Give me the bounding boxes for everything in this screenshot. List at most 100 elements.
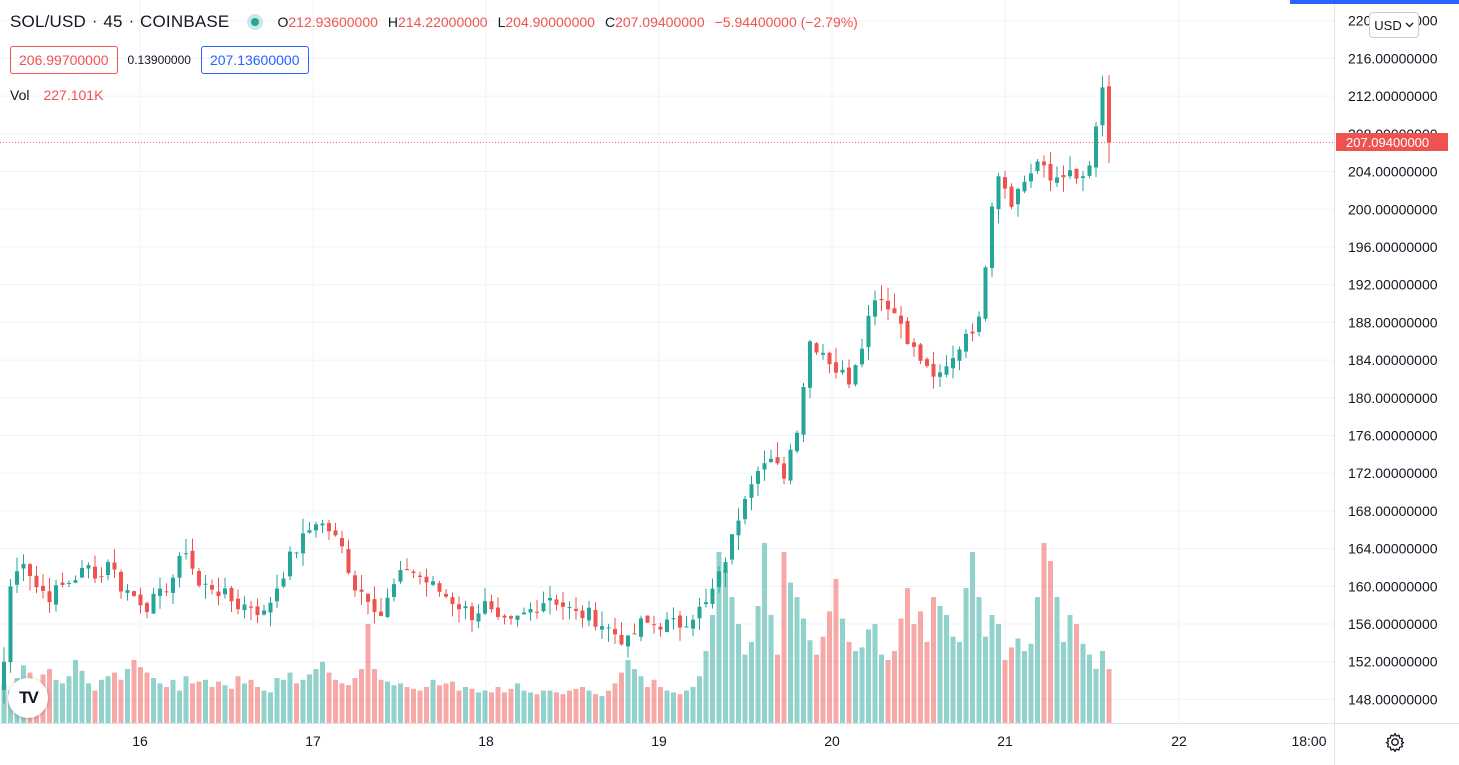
- volume-bar: [261, 690, 267, 723]
- time-tick-label: 16: [132, 733, 148, 749]
- volume-bar: [827, 611, 832, 723]
- ohlc-close: C207.09400000: [604, 14, 705, 30]
- ohlc-low: L204.90000000: [497, 14, 595, 30]
- volume-bar: [118, 679, 124, 723]
- volume-bar: [1080, 643, 1086, 723]
- symbol-legend: SOL/USD · 45 · COINBASE O212.93600000 H2…: [10, 12, 858, 32]
- candle-body: [574, 608, 578, 612]
- volume-bar: [469, 688, 475, 723]
- volume-bar: [508, 688, 514, 723]
- candle-body: [372, 599, 377, 612]
- volume-bar: [599, 696, 605, 723]
- volume-bar: [853, 651, 858, 723]
- candle-body: [808, 341, 812, 388]
- candle-body: [437, 583, 442, 592]
- volume-bar: [664, 690, 670, 723]
- time-axis[interactable]: 16 17 18 19 20 21 22 18:00: [132, 733, 1327, 749]
- candle-body: [782, 463, 786, 479]
- time-tick-label: 21: [997, 733, 1013, 749]
- candle-body: [769, 458, 773, 463]
- time-tick-label: 22: [1171, 733, 1187, 749]
- candle-body: [665, 619, 669, 632]
- market-status-icon[interactable]: [247, 14, 264, 30]
- candle-body: [73, 580, 78, 583]
- buy-button[interactable]: 207.13600000: [200, 46, 309, 74]
- volume-bar: [762, 543, 767, 723]
- volume-bar: [268, 692, 273, 723]
- price-axis[interactable]: 148.00000000 152.00000000 156.00000000 160.…: [1348, 13, 1438, 708]
- volume-bar: [645, 687, 650, 723]
- candle-body: [567, 607, 572, 609]
- gear-icon[interactable]: [1381, 728, 1409, 756]
- volume-bar: [229, 688, 234, 723]
- candle-body: [223, 588, 227, 595]
- volume-bar: [112, 672, 117, 723]
- ohlc-high: H214.22000000: [387, 14, 488, 30]
- volume-bar: [872, 624, 878, 723]
- candle-body: [392, 584, 396, 597]
- volume-bar: [307, 674, 312, 723]
- price-tick-label: 172.00000000: [1348, 465, 1438, 481]
- candle-body: [197, 571, 201, 586]
- candle-body: [821, 352, 825, 355]
- volume-label[interactable]: Vol: [10, 87, 30, 103]
- volume-bar: [333, 679, 338, 723]
- candle-body: [788, 449, 793, 481]
- candle-body: [944, 366, 949, 375]
- grid: [0, 0, 1334, 723]
- sell-button[interactable]: 206.99700000: [10, 46, 118, 74]
- symbol-name[interactable]: SOL/USD: [10, 12, 87, 31]
- candle-body: [1100, 87, 1105, 126]
- candle-body: [41, 585, 45, 591]
- volume-bar: [658, 687, 663, 723]
- volume-bar: [73, 660, 78, 723]
- candle-body: [931, 363, 936, 377]
- candle-body: [320, 523, 325, 526]
- currency-select[interactable]: USD: [1369, 12, 1419, 38]
- candle-body: [795, 432, 799, 452]
- volume-bar: [450, 681, 455, 723]
- volume-bar: [131, 660, 137, 723]
- volume-bar: [385, 681, 390, 723]
- candle-body: [814, 343, 819, 353]
- volume-bar: [53, 679, 59, 723]
- volume-bar: [476, 692, 481, 723]
- candle-body: [619, 634, 624, 645]
- tradingview-logo-icon[interactable]: TV: [8, 678, 48, 718]
- candle-body: [983, 267, 988, 319]
- candle-body: [892, 308, 897, 314]
- volume-bar: [125, 669, 130, 723]
- volume-bar: [281, 679, 286, 723]
- volume-bar: [326, 672, 332, 723]
- candle-body: [86, 565, 91, 569]
- volume-bar: [1035, 597, 1040, 723]
- volume-bar: [60, 683, 65, 723]
- candle-body: [145, 603, 149, 612]
- candle-body: [756, 471, 760, 484]
- volume-bar: [404, 687, 410, 723]
- volume-bar: [1054, 597, 1060, 723]
- candle-body: [522, 612, 526, 615]
- volume-bar: [424, 687, 429, 723]
- candle-body: [925, 359, 929, 366]
- volume-bar: [138, 667, 143, 723]
- volume-bar: [99, 679, 104, 723]
- candle-body: [827, 352, 832, 365]
- volume-bar: [606, 690, 611, 723]
- volume-bar: [372, 669, 377, 723]
- candle-body: [203, 583, 208, 585]
- candle-body: [353, 575, 357, 591]
- price-tick-label: 152.00000000: [1348, 654, 1438, 670]
- price-tick-label: 196.00000000: [1348, 239, 1438, 255]
- volume-bar: [781, 552, 787, 723]
- candle-body: [1061, 175, 1066, 178]
- volume-bar: [1093, 669, 1099, 723]
- candle-body: [957, 349, 962, 361]
- candle-body: [671, 618, 676, 620]
- candle-body: [678, 615, 682, 628]
- candle-body: [899, 315, 903, 324]
- volume-bar: [456, 690, 462, 723]
- candle-body: [977, 316, 981, 332]
